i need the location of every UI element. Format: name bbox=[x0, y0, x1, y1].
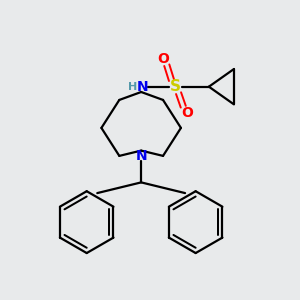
Text: N: N bbox=[135, 149, 147, 163]
Text: S: S bbox=[169, 79, 181, 94]
Text: N: N bbox=[137, 80, 148, 94]
Text: H: H bbox=[128, 82, 137, 92]
Text: O: O bbox=[181, 106, 193, 120]
Text: O: O bbox=[157, 52, 169, 66]
